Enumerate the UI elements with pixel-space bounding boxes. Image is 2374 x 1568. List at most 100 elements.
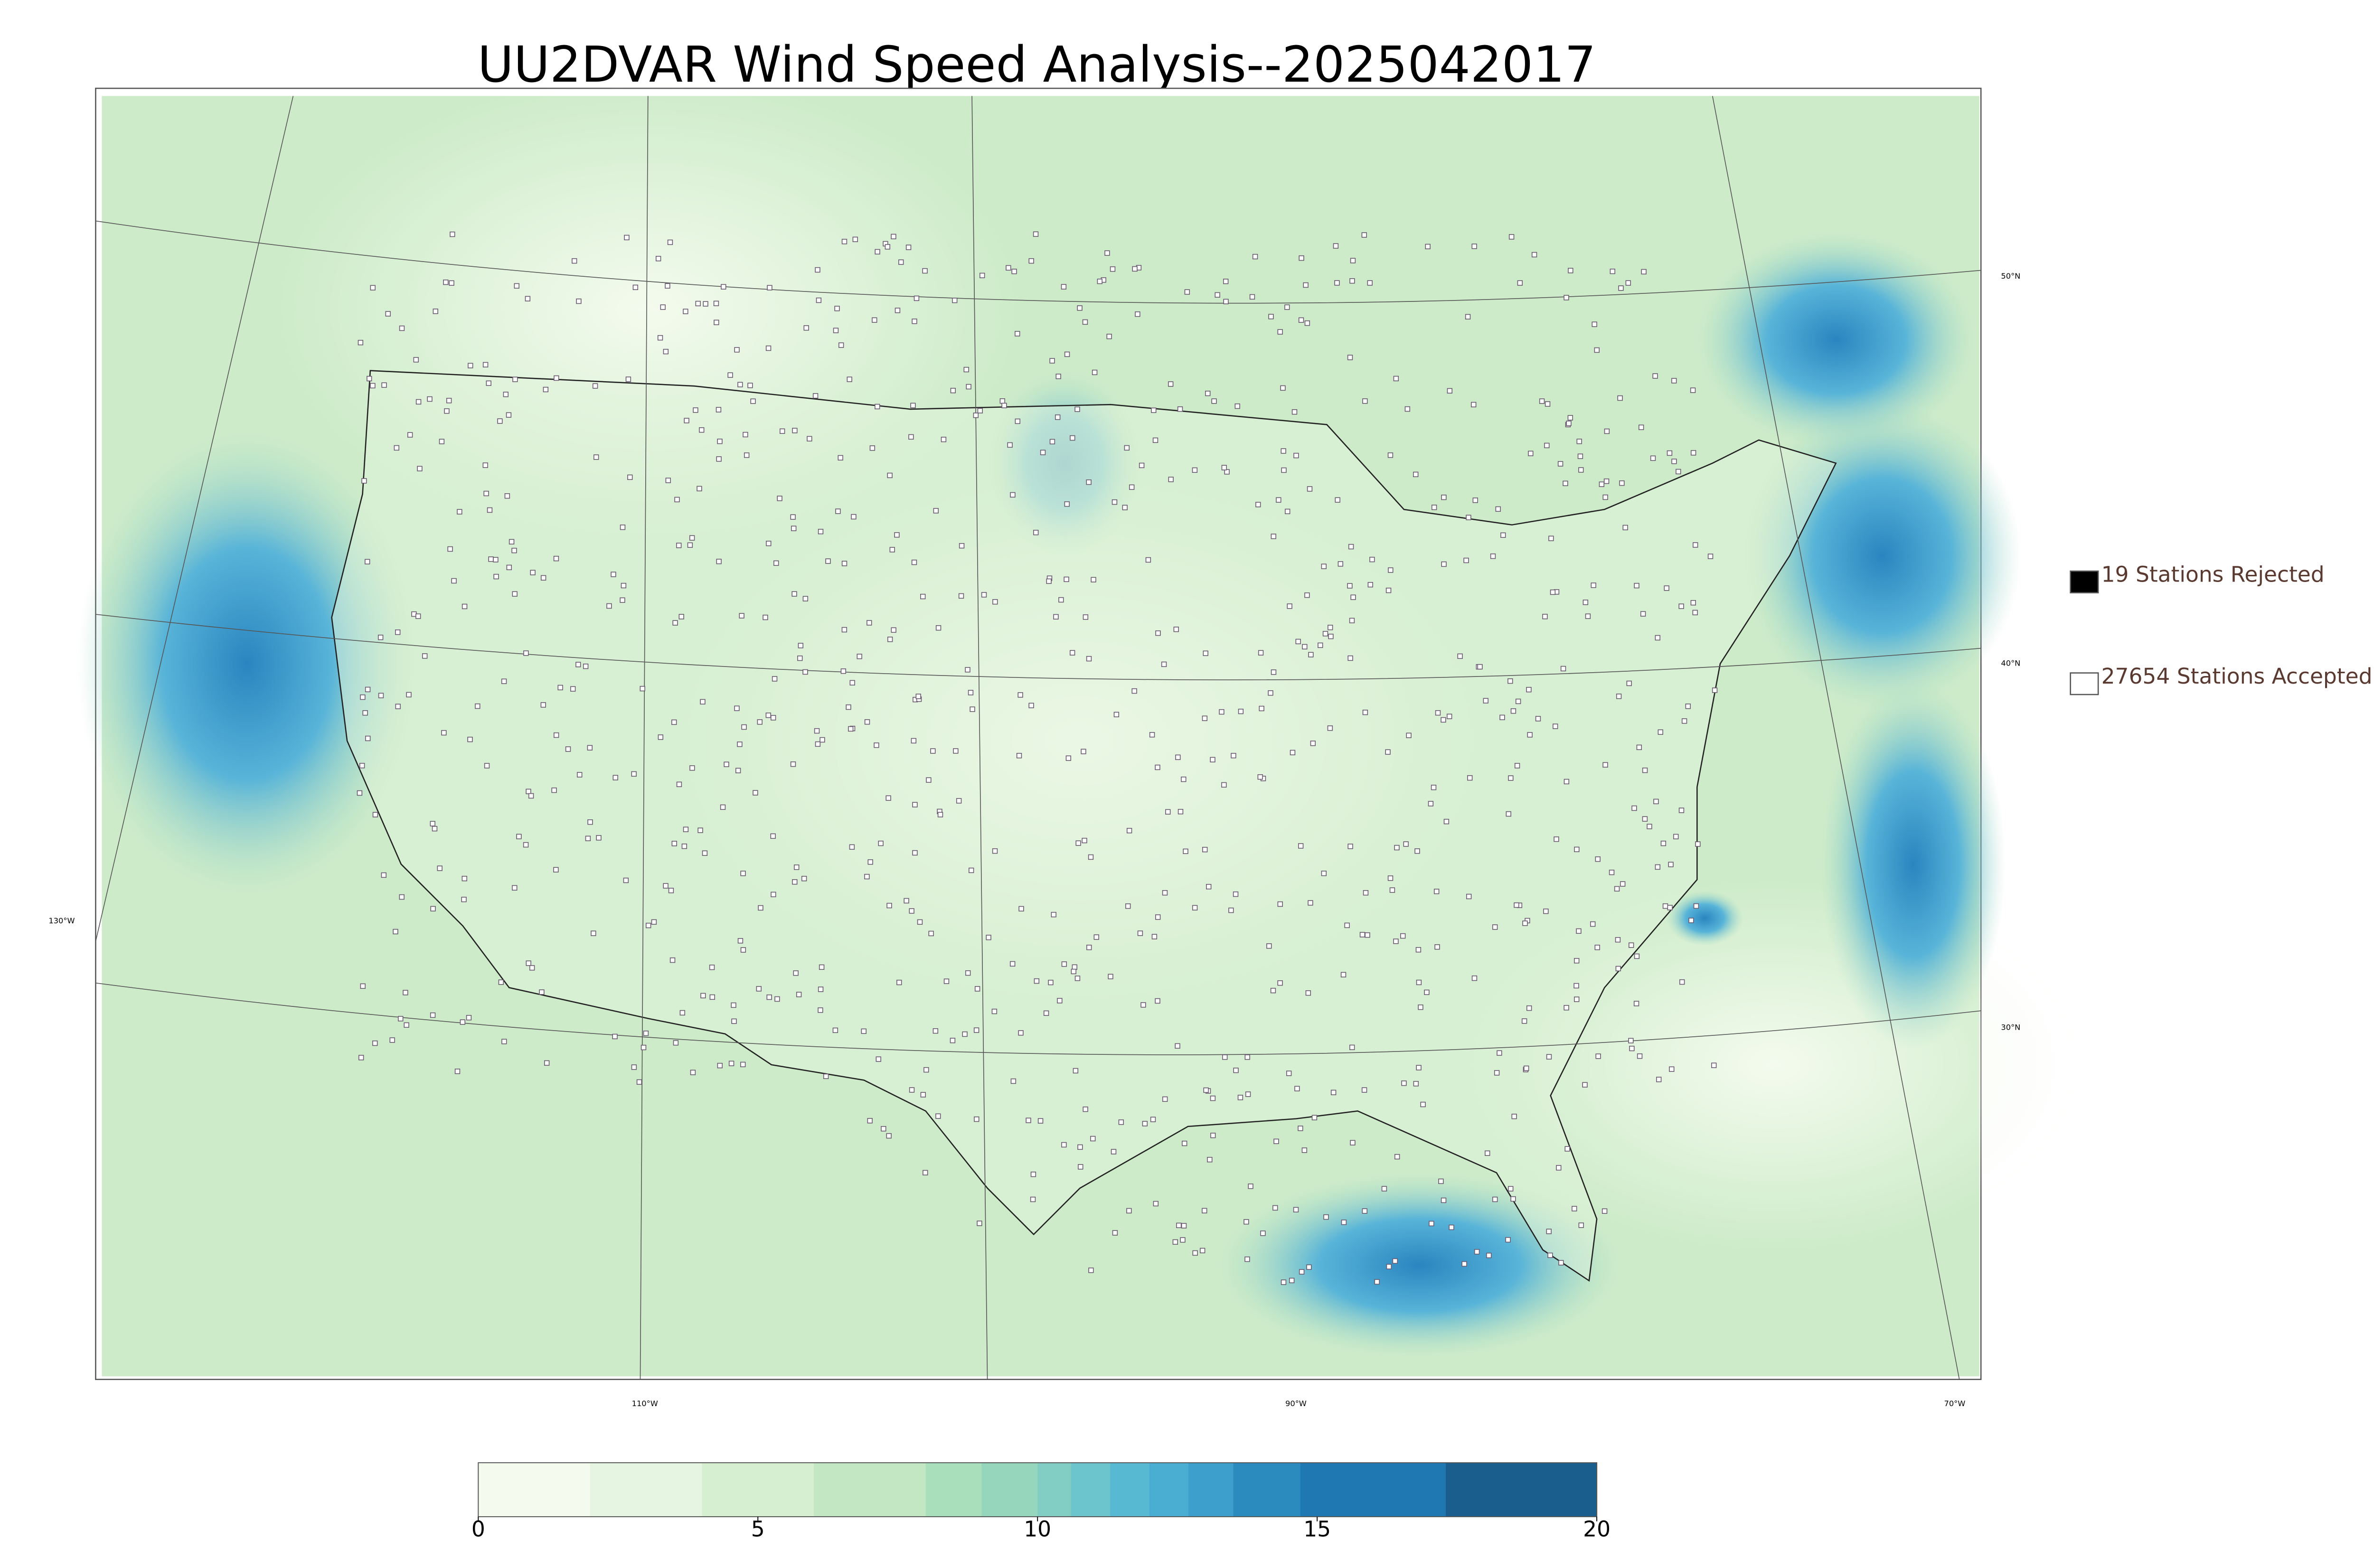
station-marker — [1566, 421, 1572, 426]
station-marker — [1237, 1095, 1244, 1100]
station-marker — [1017, 692, 1023, 698]
station-marker — [887, 472, 893, 479]
station-marker — [1671, 459, 1677, 464]
station-marker — [1429, 1221, 1434, 1227]
station-marker — [1112, 499, 1118, 505]
station-marker — [796, 992, 802, 997]
station-marker — [1122, 505, 1128, 510]
station-marker — [1348, 544, 1354, 550]
station-marker — [1690, 450, 1696, 456]
station-marker — [1172, 1239, 1178, 1245]
station-marker — [1155, 998, 1160, 1004]
station-marker — [1662, 903, 1668, 909]
station-marker — [1118, 1119, 1124, 1125]
station-marker — [1486, 1252, 1492, 1258]
station-marker — [430, 821, 435, 826]
station-marker — [1083, 614, 1089, 620]
station-marker — [1528, 451, 1534, 456]
station-marker — [1668, 862, 1674, 867]
station-marker — [1030, 1172, 1036, 1177]
station-marker — [1363, 890, 1369, 896]
station-marker — [1639, 424, 1644, 430]
station-marker — [1071, 968, 1076, 975]
station-marker — [407, 432, 413, 438]
station-marker — [1424, 989, 1430, 995]
station-marker — [1526, 687, 1532, 693]
station-marker — [1135, 311, 1140, 317]
station-marker — [765, 713, 771, 718]
station-marker — [891, 627, 896, 633]
station-marker — [1270, 987, 1276, 994]
station-marker — [665, 478, 671, 483]
station-marker — [551, 787, 557, 793]
station-marker — [770, 833, 776, 839]
station-marker — [671, 841, 677, 846]
station-marker — [1471, 244, 1477, 249]
station-marker — [943, 978, 950, 984]
station-marker — [1415, 947, 1422, 953]
station-marker — [1026, 1117, 1031, 1123]
colorbar-segment — [1300, 1463, 1447, 1517]
station-marker — [663, 348, 669, 355]
station-marker — [1556, 1165, 1562, 1171]
station-marker — [1413, 471, 1419, 478]
station-marker — [430, 1012, 436, 1018]
station-marker — [1655, 635, 1660, 641]
lat-label: 50°N — [2001, 272, 2020, 281]
station-marker — [1259, 705, 1264, 712]
station-marker — [540, 575, 546, 581]
station-marker — [606, 603, 612, 609]
station-marker — [1615, 966, 1621, 972]
station-marker — [512, 885, 518, 891]
station-marker — [1184, 289, 1190, 295]
station-marker — [1349, 278, 1355, 284]
station-marker — [1602, 1208, 1608, 1214]
station-marker — [1093, 934, 1099, 940]
station-marker — [663, 883, 669, 889]
station-marker — [570, 686, 576, 692]
station-marker — [395, 629, 401, 635]
station-marker — [1113, 712, 1120, 717]
station-marker — [968, 690, 974, 695]
station-marker — [1322, 631, 1328, 637]
legend: 19 Stations Rejected 27654 Stations Accep… — [2070, 562, 2373, 695]
station-marker — [1335, 497, 1340, 503]
station-marker — [1349, 618, 1355, 623]
station-marker — [627, 474, 633, 480]
station-marker — [1268, 690, 1273, 696]
legend-label: 27654 Stations Accepted — [2101, 664, 2373, 689]
station-marker — [1276, 497, 1281, 503]
station-marker — [1210, 757, 1215, 762]
station-marker — [1695, 841, 1701, 847]
station-marker — [1361, 1087, 1367, 1093]
colorbar-segment — [981, 1463, 1038, 1517]
station-marker — [1406, 732, 1412, 738]
station-marker — [1485, 1150, 1490, 1156]
station-marker — [1387, 875, 1394, 881]
station-marker — [1526, 1005, 1532, 1011]
station-marker — [501, 1039, 507, 1044]
station-marker — [395, 704, 401, 709]
station-marker — [700, 993, 706, 999]
station-marker — [1527, 732, 1533, 738]
station-marker — [814, 728, 820, 734]
station-marker — [1049, 439, 1055, 445]
station-marker — [577, 772, 583, 778]
station-marker — [1281, 1279, 1287, 1285]
station-marker — [1210, 1095, 1216, 1101]
graticule-labels: 50°N 40°N 30°N 130°W 110°W 90°W 70°W — [48, 272, 2020, 1408]
station-marker — [1625, 280, 1631, 286]
station-marker — [1386, 1264, 1392, 1269]
station-marker — [881, 1126, 886, 1132]
station-marker — [763, 614, 768, 620]
station-marker — [741, 724, 747, 730]
station-marker — [992, 848, 998, 854]
station-marker — [377, 634, 384, 640]
station-marker — [1617, 395, 1623, 401]
station-marker — [773, 560, 779, 566]
station-marker — [737, 382, 743, 387]
station-marker — [1629, 1045, 1635, 1052]
station-marker — [1614, 886, 1620, 892]
station-marker — [1550, 589, 1556, 595]
station-marker — [430, 906, 436, 911]
